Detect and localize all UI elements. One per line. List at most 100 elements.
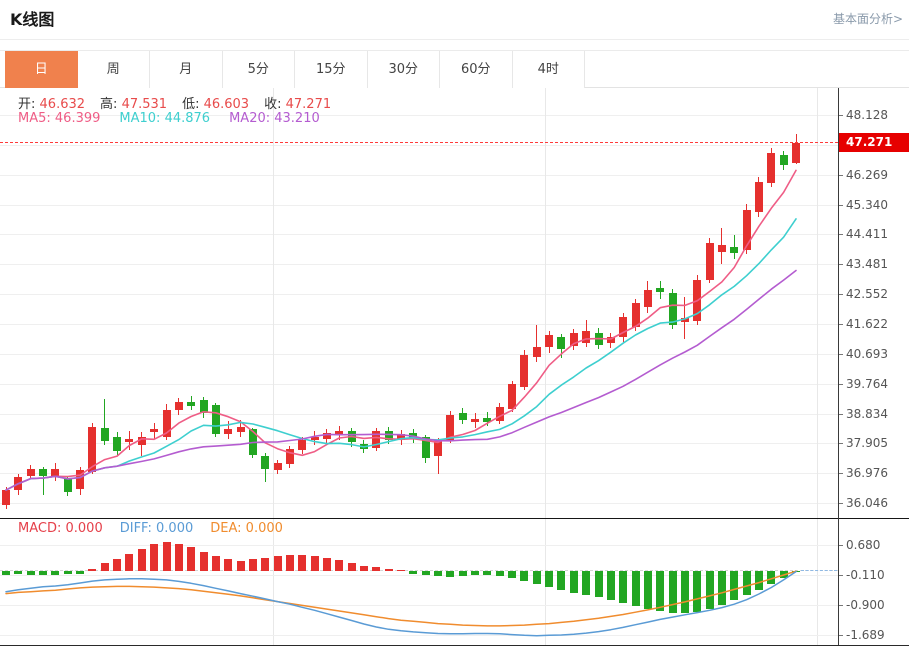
macd-histogram-bar xyxy=(372,567,381,571)
info-pair: DIFF: 0.000 xyxy=(119,521,194,536)
axis-tick xyxy=(838,383,843,385)
info-pair: MACD: 0.000 xyxy=(18,521,103,536)
info-pair: MA20: 43.210 xyxy=(229,111,320,126)
macd-histogram-bar xyxy=(150,544,159,571)
macd-histogram-bar xyxy=(730,570,739,601)
info-pair: 收: 47.271 xyxy=(264,97,332,112)
candle xyxy=(14,477,23,490)
macd-histogram-bar xyxy=(26,570,35,575)
gridline xyxy=(0,545,838,546)
candle xyxy=(397,433,405,441)
candle xyxy=(409,433,418,439)
period-tab-15分[interactable]: 15分 xyxy=(295,51,368,88)
candle xyxy=(310,436,319,441)
candle xyxy=(458,413,467,421)
period-tab-60分[interactable]: 60分 xyxy=(440,51,513,88)
candle xyxy=(668,292,677,325)
candle xyxy=(39,469,47,477)
axis-tick-label: 36.976 xyxy=(846,466,888,481)
macd-histogram-bar xyxy=(569,570,578,593)
axis-tick-label: 48.128 xyxy=(846,108,888,122)
macd-histogram-bar xyxy=(520,570,529,581)
candle xyxy=(113,437,122,452)
candle xyxy=(236,426,245,433)
axis-tick xyxy=(838,413,843,415)
candle xyxy=(471,418,479,422)
macd-histogram-bar xyxy=(483,570,492,575)
macd-histogram-bar xyxy=(51,570,60,575)
candle xyxy=(211,405,220,434)
candle xyxy=(285,449,294,465)
fundamental-analysis-link[interactable]: 基本面分析> xyxy=(832,12,903,26)
gridline xyxy=(0,324,838,325)
axis-tick xyxy=(838,473,843,475)
gridline xyxy=(0,144,838,146)
period-tab-30分[interactable]: 30分 xyxy=(367,51,440,88)
axis-tick xyxy=(838,605,843,606)
axis-tick xyxy=(838,264,843,266)
candle xyxy=(261,456,270,470)
macd-histogram-bar xyxy=(298,555,307,571)
macd-histogram-bar xyxy=(446,570,455,577)
candle xyxy=(569,332,578,347)
axis-tick-label: 46.269 xyxy=(846,167,888,182)
info-pair: MA5: 46.399 xyxy=(18,111,101,126)
candle xyxy=(606,336,615,344)
axis-tick xyxy=(838,204,843,206)
gridline xyxy=(0,174,838,176)
axis-tick xyxy=(838,575,843,576)
axis-tick xyxy=(838,503,843,505)
macd-histogram-bar xyxy=(545,570,554,588)
candle xyxy=(643,289,652,307)
macd-histogram-bar xyxy=(14,570,23,575)
period-tab-月[interactable]: 月 xyxy=(150,51,223,88)
info-pair: DEA: 0.000 xyxy=(210,521,283,536)
axis-tick xyxy=(838,294,843,296)
macd-histogram-bar xyxy=(458,570,467,577)
macd-histogram-bar xyxy=(508,570,517,578)
axis-tick xyxy=(838,353,843,355)
period-tab-strip: 日周月 5分 15分 30分 60分 4时 xyxy=(0,50,909,88)
candle xyxy=(150,429,159,433)
macd-histogram-bar xyxy=(347,563,356,571)
macd-histogram-bar xyxy=(421,570,430,575)
macd-histogram-bar xyxy=(409,570,418,574)
gridline xyxy=(0,353,838,355)
gridline xyxy=(0,413,838,415)
candle xyxy=(754,181,763,212)
candle xyxy=(779,155,788,166)
panel-divider xyxy=(0,518,909,519)
candle xyxy=(26,468,35,476)
macd-histogram-bar xyxy=(532,570,541,585)
gridline xyxy=(0,294,838,296)
macd-histogram-bar xyxy=(113,558,122,571)
period-tab-5分[interactable]: 5分 xyxy=(222,51,295,88)
macd-histogram-bar xyxy=(705,570,714,609)
candle xyxy=(557,336,566,350)
candle xyxy=(63,478,72,492)
candle xyxy=(88,426,97,473)
candle xyxy=(298,439,307,450)
macd-histogram-bar xyxy=(273,555,282,571)
macd-histogram-bar xyxy=(199,551,208,571)
candle xyxy=(248,429,257,455)
candle xyxy=(187,402,196,406)
macd-histogram-bar xyxy=(668,570,677,613)
axis-tick-label: -0.110 xyxy=(846,568,885,582)
candle xyxy=(532,346,541,357)
period-tab-4时[interactable]: 4时 xyxy=(512,51,585,88)
axis-tick-label: 42.552 xyxy=(846,287,888,302)
info-pair: 低: 46.603 xyxy=(182,97,250,112)
macd-histogram-bar xyxy=(39,570,47,576)
macd-histogram-bar xyxy=(137,548,146,571)
period-tab-日[interactable]: 日 xyxy=(5,51,78,88)
macd-histogram-bar xyxy=(88,568,97,571)
candle xyxy=(792,142,800,163)
candle xyxy=(421,437,430,458)
candle xyxy=(137,436,146,445)
candle xyxy=(199,400,208,413)
period-tab-周[interactable]: 周 xyxy=(77,51,150,88)
macd-histogram-bar xyxy=(792,570,800,572)
macd-histogram-bar xyxy=(224,559,233,571)
candle xyxy=(594,332,603,345)
